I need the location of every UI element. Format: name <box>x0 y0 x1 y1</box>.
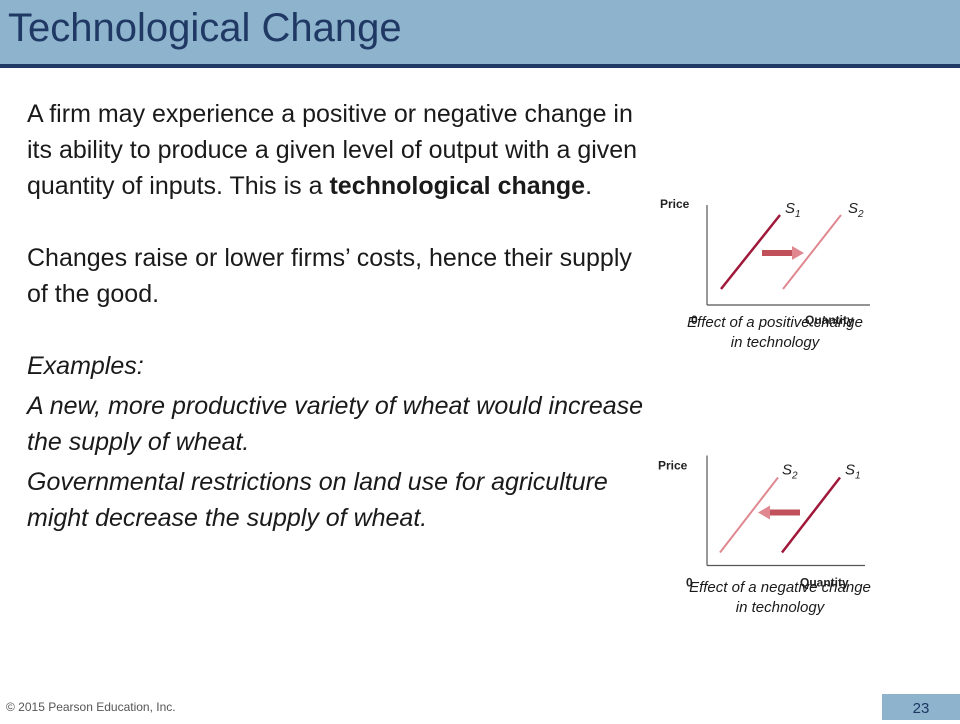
caption-negative: Effect of a negative change in technolog… <box>655 578 905 618</box>
origin-label: 0 <box>691 313 698 327</box>
supply-curve-s2 <box>782 214 842 290</box>
example-item-1: A new, more productive variety of wheat … <box>27 392 644 456</box>
shift-right-arrow <box>762 246 804 260</box>
caption-positive: Effect of a positive change in technolog… <box>650 313 900 353</box>
shift-left-arrow <box>758 505 800 520</box>
slide-title: Technological Change <box>8 6 402 50</box>
caption-negative-line1: Effect of a negative change <box>689 579 871 596</box>
supply-curve-s1 <box>781 476 841 554</box>
paragraph1-text: A firm may experience a positive or nega… <box>27 100 638 200</box>
caption-positive-line1: Effect of a positive change <box>687 314 863 331</box>
paragraph-costs: Changes raise or lower firms’ costs, hen… <box>27 244 632 308</box>
s2-label: S2 <box>848 200 864 220</box>
origin-label: 0 <box>686 576 693 590</box>
supply-curve-s2 <box>719 476 779 554</box>
y-axis-label: Price <box>658 459 688 473</box>
supply-curve-s1 <box>720 214 781 290</box>
s2-label: S2 <box>782 462 798 482</box>
s1-label: S1 <box>785 200 801 220</box>
x-axis-label: Quantity <box>805 313 854 327</box>
supply-graph-negative: Price Quantity 0 S2 S1 <box>658 455 865 590</box>
slide-body: A firm may experience a positive or nega… <box>27 96 647 540</box>
supply-graph-positive: Price Quantity 0 S1 S2 <box>660 197 870 327</box>
page-number: 23 <box>882 694 960 720</box>
examples-label: Examples: <box>27 352 144 380</box>
paragraph1-bold-term: technological change <box>329 172 586 200</box>
paragraph1-end: . <box>585 172 593 200</box>
paragraph-technological-change: A firm may experience a positive or nega… <box>27 96 647 204</box>
title-bar: Technological Change <box>0 0 960 68</box>
example-item-2: Governmental restrictions on land use fo… <box>27 468 608 532</box>
s1-label: S1 <box>845 462 861 482</box>
copyright-footer: © 2015 Pearson Education, Inc. <box>6 700 176 714</box>
y-axis-label: Price <box>660 197 690 211</box>
caption-positive-line2: in technology <box>730 334 820 351</box>
caption-negative-line2: in technology <box>735 599 825 616</box>
x-axis-label: Quantity <box>800 576 849 590</box>
